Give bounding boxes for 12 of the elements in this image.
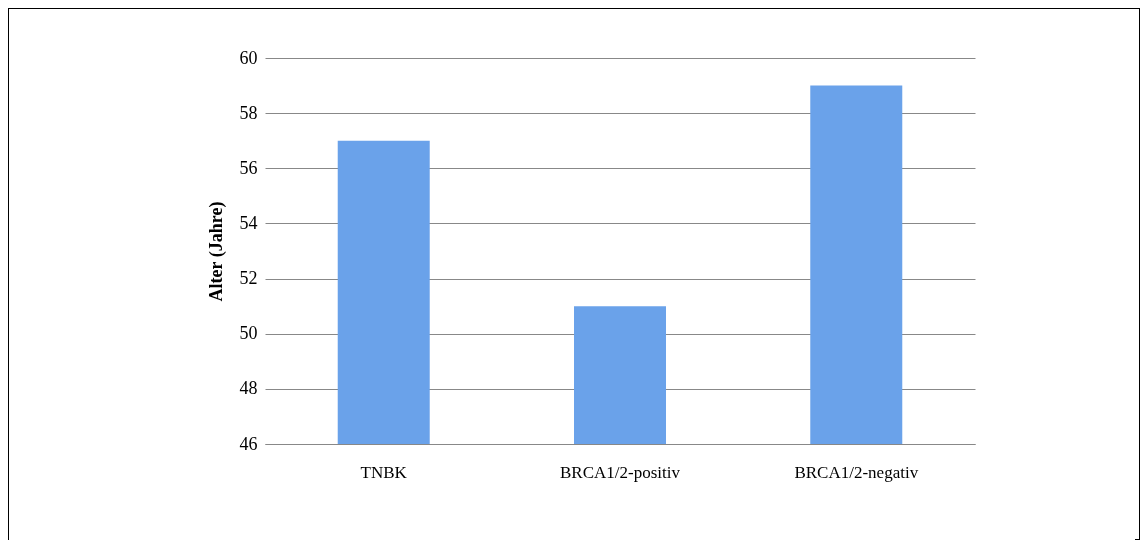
y-tick-label: 50 [239, 323, 258, 344]
y-tick-label: 60 [239, 47, 258, 68]
x-tick-label: BRCA1/2-positiv [560, 462, 681, 482]
y-axis-title: Alter (Jahre) [205, 201, 227, 302]
y-tick-label: 46 [239, 433, 258, 454]
y-tick-label: 52 [239, 268, 258, 289]
y-tick-label: 48 [239, 378, 258, 399]
y-tick-label: 58 [239, 102, 258, 123]
y-tick-label: 56 [239, 157, 258, 178]
x-tick-label: TNBK [360, 462, 408, 482]
y-tick-label: 54 [239, 212, 258, 233]
x-tick-label: BRCA1/2-negativ [794, 462, 919, 482]
